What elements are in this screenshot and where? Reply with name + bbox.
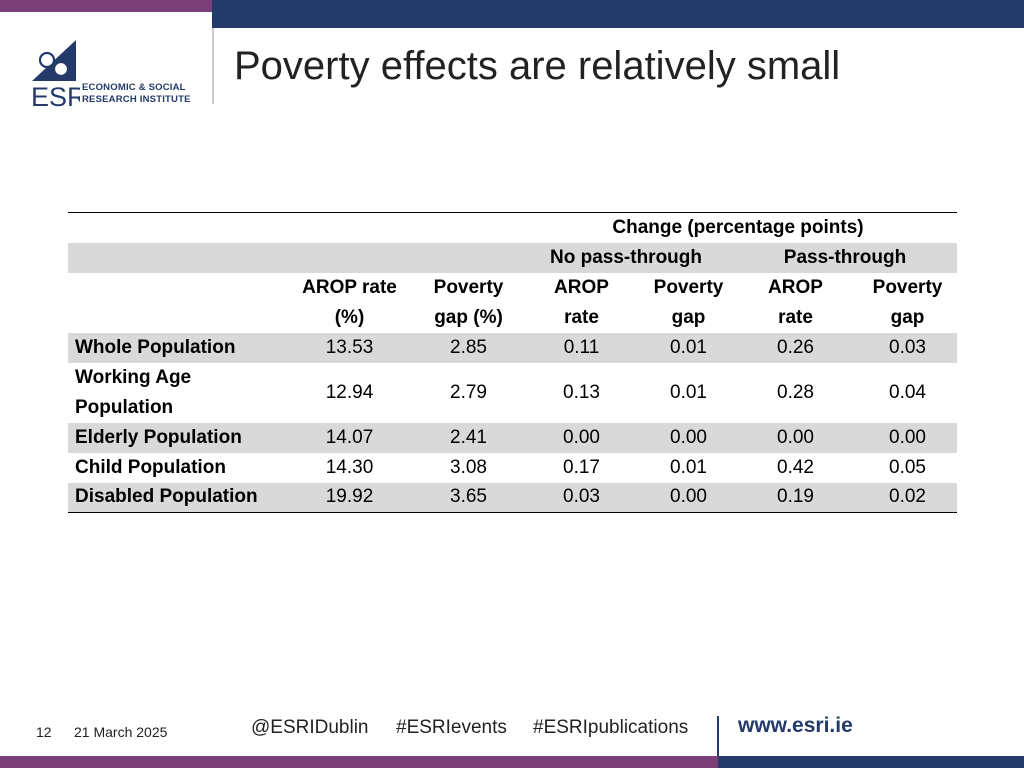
table-cell: 3.65 — [418, 482, 519, 513]
table-cell: 0.01 — [670, 381, 707, 403]
table-cell: 0.01 — [670, 456, 707, 478]
table-cell: 0.11 — [519, 332, 644, 363]
social-hashtag-publications: #ESRIpublications — [533, 717, 689, 738]
table-cell: 0.28 — [777, 381, 814, 403]
table-row: Disabled Population 19.92 3.65 0.03 0.00… — [68, 482, 957, 513]
esri-logo: ESRI ECONOMIC & SOCIAL RESEARCH INSTITUT… — [30, 38, 195, 108]
table-cell: 0.00 — [519, 422, 644, 453]
table-cell: 0.00 — [644, 482, 733, 513]
column-header: (%) — [334, 306, 365, 328]
column-header: Poverty — [872, 276, 943, 298]
table-cell: 0.02 — [858, 482, 957, 513]
row-label: Working Age Population — [75, 366, 192, 418]
table-cell: 3.08 — [450, 456, 487, 478]
table-cell: 2.85 — [418, 332, 519, 363]
column-header: gap (%) — [434, 306, 503, 328]
top-accent-bar — [0, 0, 212, 12]
column-header: rate — [778, 306, 813, 328]
table-cell: 0.17 — [563, 456, 600, 478]
table-cell: 0.01 — [644, 332, 733, 363]
column-header: Poverty — [433, 276, 504, 298]
table-cell: 0.26 — [733, 332, 858, 363]
table-cell: 0.05 — [889, 456, 926, 478]
footer-divider — [717, 716, 719, 756]
column-header: AROP — [768, 276, 823, 298]
subgroup-pass-through: Pass-through — [733, 242, 957, 273]
column-header-blank — [68, 273, 281, 303]
table-cell: 0.03 — [858, 332, 957, 363]
column-header: Poverty — [653, 276, 724, 298]
header-divider — [212, 28, 214, 104]
column-header: gap — [890, 306, 925, 328]
row-label: Child Population — [75, 456, 226, 478]
social-hashtag-events: #ESRIevents — [396, 717, 507, 738]
column-header: AROP — [554, 276, 609, 298]
poverty-table: Change (percentage points) No pass-throu… — [68, 212, 957, 513]
table-cell: 2.79 — [450, 381, 487, 403]
column-header-blank — [68, 303, 281, 333]
table-cell: 14.07 — [281, 422, 418, 453]
esri-logo-icon: ESRI — [31, 40, 80, 108]
bottom-navy-bar — [718, 756, 1024, 768]
subgroup-no-pass-through: No pass-through — [519, 242, 733, 273]
table-cell: 0.00 — [644, 422, 733, 453]
column-header: AROP rate — [302, 276, 397, 298]
row-label: Disabled Population — [68, 482, 281, 513]
table-cell: 0.19 — [733, 482, 858, 513]
slide-date: 21 March 2025 — [74, 724, 168, 740]
group-header: Change (percentage points) — [612, 216, 864, 238]
column-header: gap — [671, 306, 706, 328]
table-cell: 0.03 — [519, 482, 644, 513]
website-url: www.esri.ie — [738, 714, 853, 737]
table-row: Whole Population 13.53 2.85 0.11 0.01 0.… — [68, 332, 957, 363]
table-cell: 2.41 — [418, 422, 519, 453]
social-handle-twitter: @ESRIDublin — [251, 717, 369, 738]
table-cell: 14.30 — [325, 456, 374, 478]
logo-wordmark: ESRI — [31, 82, 80, 108]
logo-line-2: RESEARCH INSTITUTE — [82, 94, 191, 105]
slide-number: 12 — [36, 724, 52, 740]
table-cell: 0.00 — [733, 422, 858, 453]
table-cell: 12.94 — [325, 381, 374, 403]
header-spacer — [68, 213, 519, 243]
table-cell: 0.00 — [858, 422, 957, 453]
column-header: rate — [564, 306, 599, 328]
table-cell: 0.13 — [563, 381, 600, 403]
bottom-accent-bar — [0, 756, 718, 768]
row-label: Elderly Population — [68, 422, 281, 453]
table-cell: 0.04 — [889, 381, 926, 403]
subgroup-spacer — [68, 242, 519, 273]
table-row: Child Population 14.30 3.08 0.17 0.01 0.… — [68, 453, 957, 483]
logo-line-1: ECONOMIC & SOCIAL — [82, 82, 186, 93]
table-cell: 13.53 — [281, 332, 418, 363]
top-header-bar — [212, 0, 1024, 28]
table-row: Working Age Population 12.94 2.79 0.13 0… — [68, 363, 957, 423]
table-row: Elderly Population 14.07 2.41 0.00 0.00 … — [68, 422, 957, 453]
page-title: Poverty effects are relatively small — [234, 44, 841, 88]
table-cell: 0.42 — [777, 456, 814, 478]
row-label: Whole Population — [68, 332, 281, 363]
table-cell: 19.92 — [281, 482, 418, 513]
